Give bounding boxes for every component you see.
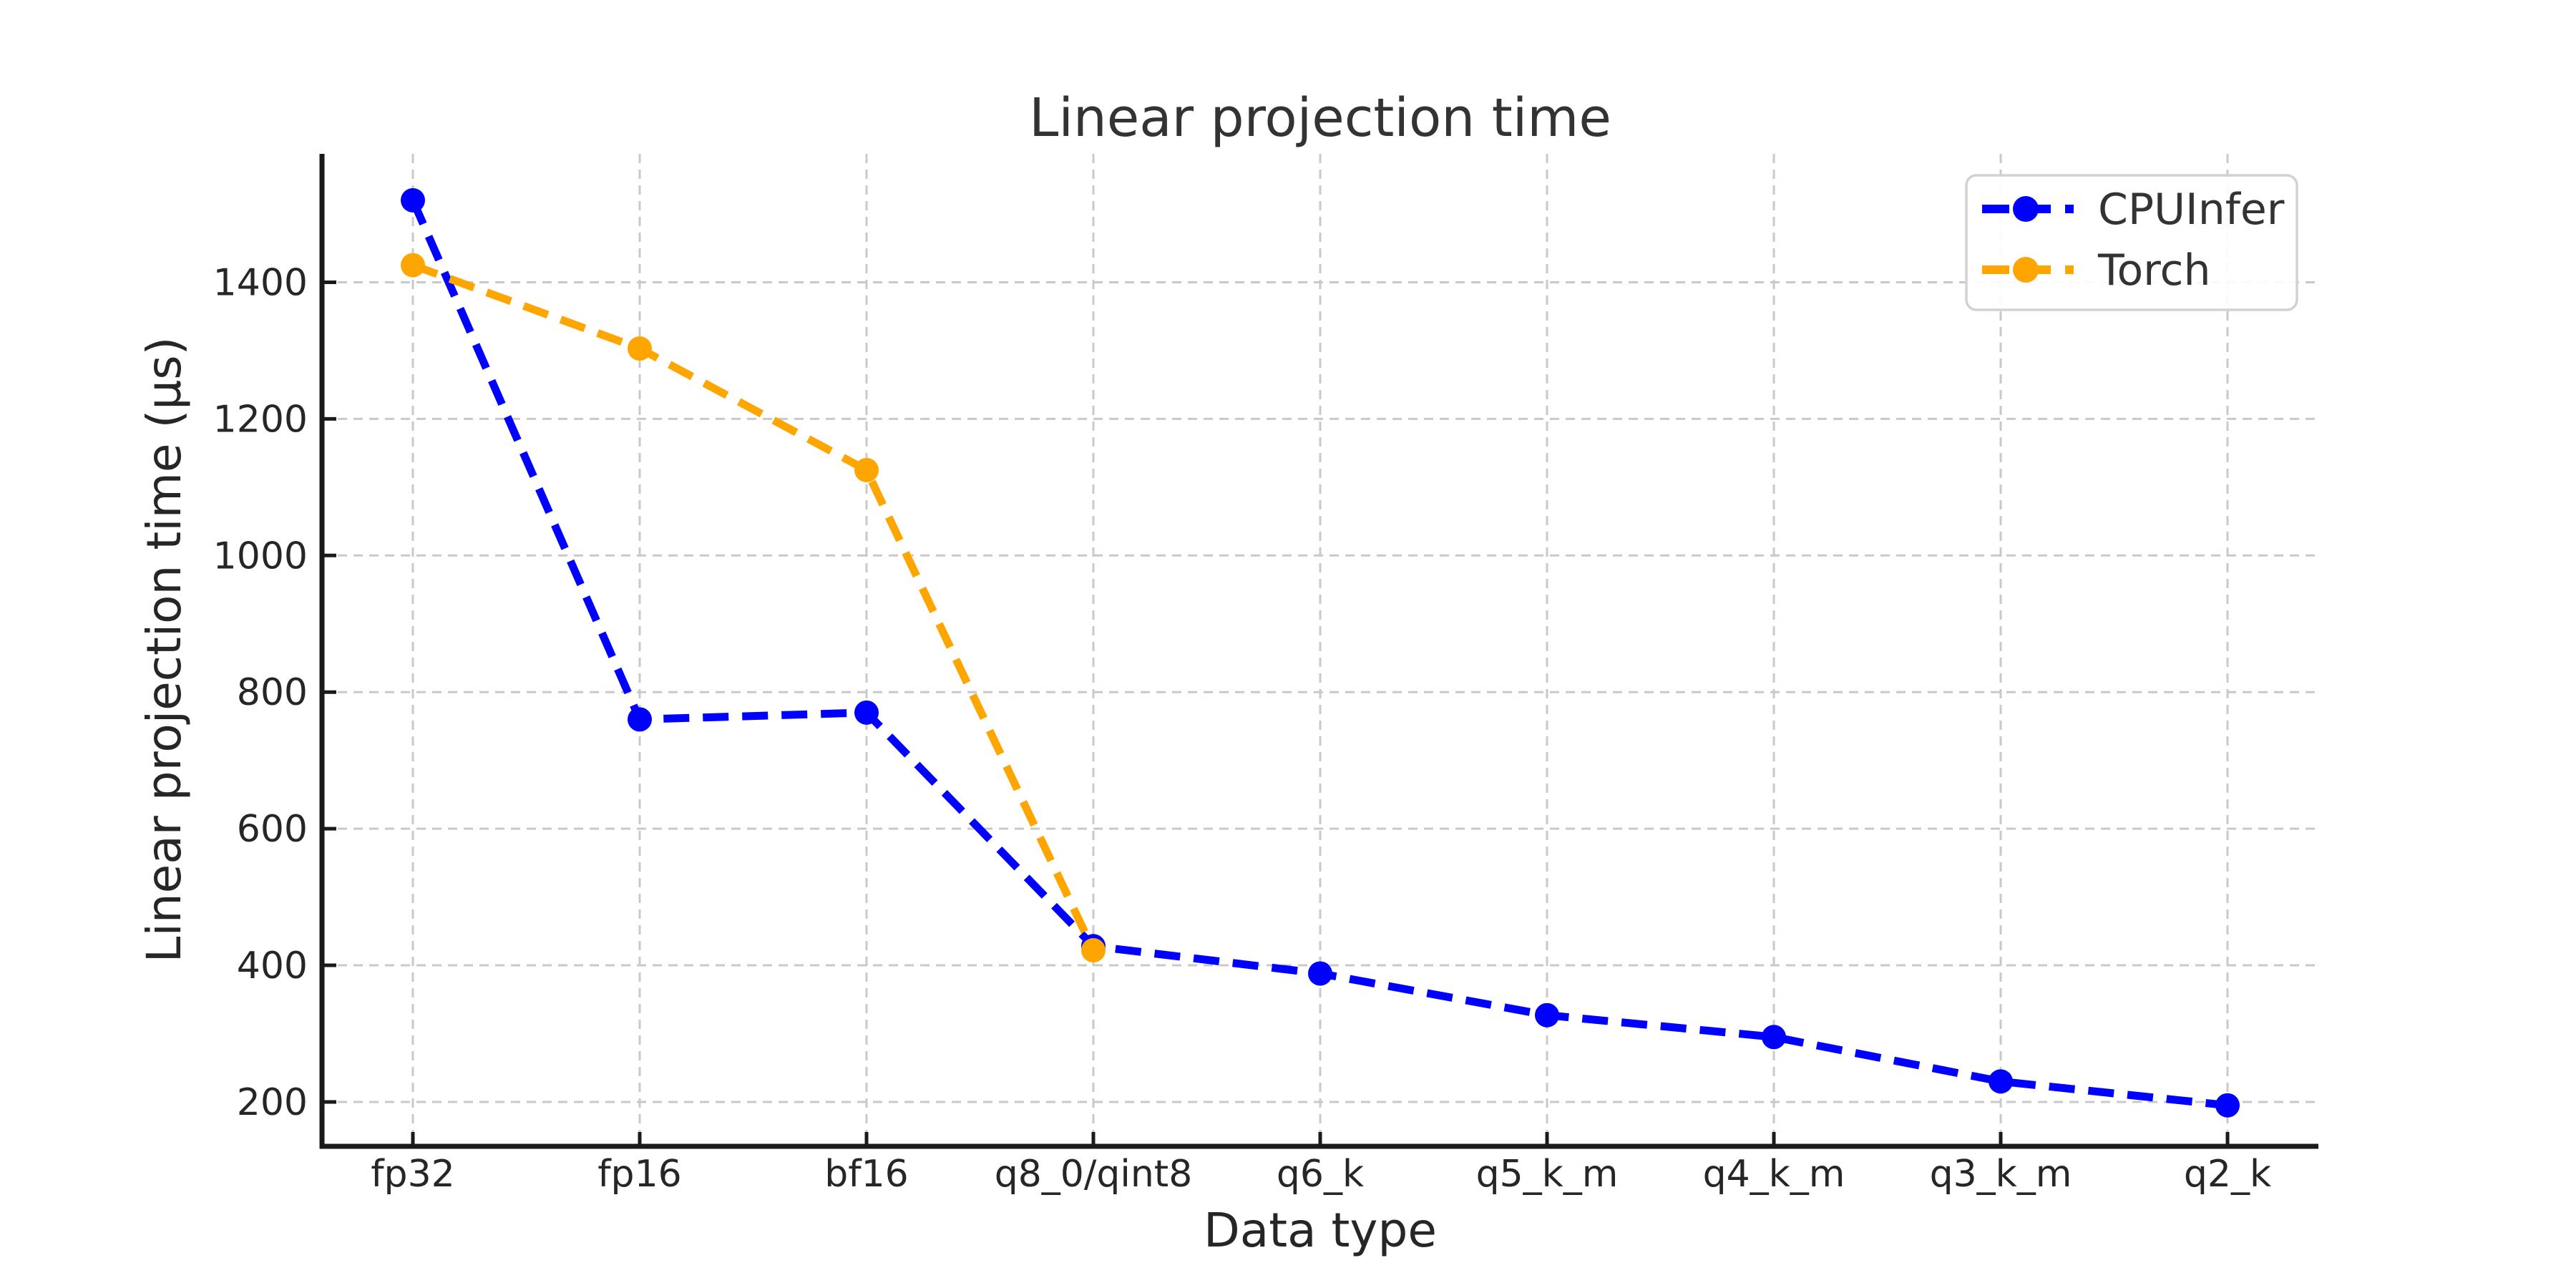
legend: CPUInfer Torch: [1965, 174, 2298, 311]
series-line: [411, 261, 1097, 952]
y-tick-label: 800: [237, 671, 308, 714]
y-tick-label: 400: [237, 945, 308, 987]
y-tick-label: 200: [237, 1081, 308, 1124]
axes: [319, 154, 2318, 1149]
legend-label: Torch: [2097, 245, 2211, 296]
x-tick-label: q5_k_m: [1476, 1153, 1619, 1196]
x-tick-label: q3_k_m: [1930, 1153, 2072, 1196]
data-point-marker: [401, 253, 425, 278]
data-series: [401, 187, 2240, 1118]
x-tick-label: q4_k_m: [1703, 1153, 1845, 1196]
legend-entry-torch: Torch: [1982, 245, 2211, 296]
data-point-marker: [2215, 1093, 2240, 1118]
data-point-marker: [1762, 1025, 1786, 1050]
legend-sample-marker: [2013, 257, 2039, 283]
data-point-marker: [854, 700, 879, 725]
y-tick-label: 600: [237, 808, 308, 851]
series-torch: [401, 253, 1106, 963]
x-tick-label: bf16: [824, 1153, 908, 1196]
tick-labels: 200 400 600 800 1000 1200 1400 fp32 fp16 bf16 q8_0…: [213, 261, 2271, 1196]
y-tick-label: 1000: [213, 535, 308, 577]
x-tick-label: fp16: [597, 1153, 681, 1196]
data-point-marker: [401, 187, 425, 213]
data-point-marker: [1308, 961, 1332, 986]
legend-sample-marker: [2013, 196, 2039, 222]
x-tick-label: q2_k: [2184, 1153, 2271, 1196]
y-axis-label: Linear projection time (µs): [137, 337, 192, 963]
legend-label: CPUInfer: [2098, 185, 2285, 235]
chart-title: Linear projection time: [1029, 87, 1611, 149]
y-tick-label: 1400: [213, 261, 308, 304]
data-point-marker: [1081, 938, 1106, 963]
data-point-marker: [854, 457, 879, 482]
x-axis-label: Data type: [1204, 1203, 1437, 1258]
data-point-marker: [628, 707, 652, 732]
data-point-marker: [1535, 1002, 1559, 1028]
x-tick-label: q8_0/qint8: [995, 1153, 1193, 1196]
data-point-marker: [628, 336, 652, 361]
x-tick-label: q6_k: [1277, 1153, 1364, 1196]
legend-entry-cpuinfer: CPUInfer: [1982, 185, 2285, 235]
y-tick-label: 1200: [213, 398, 308, 441]
data-point-marker: [1989, 1069, 2013, 1094]
x-tick-label: fp32: [371, 1153, 454, 1196]
